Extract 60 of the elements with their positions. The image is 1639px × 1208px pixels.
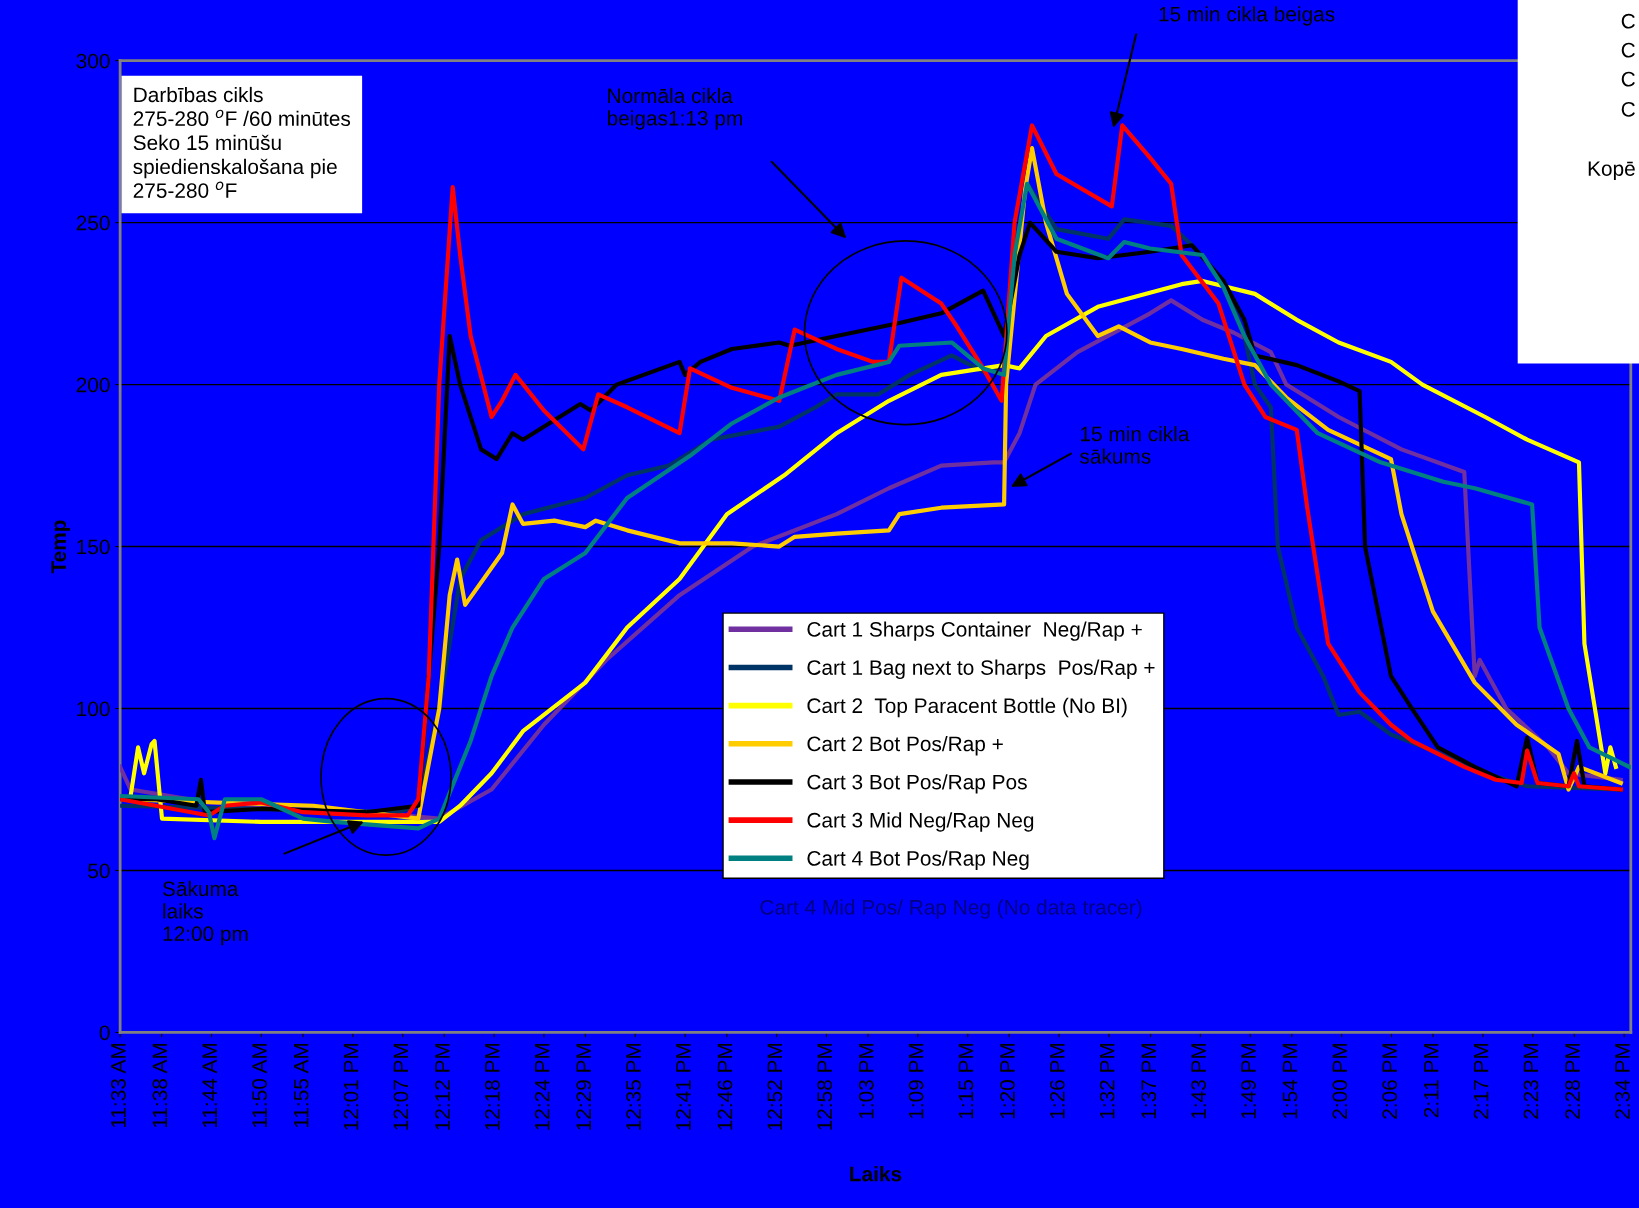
- annotation: Cart 4 Mid Pos/ Rap Neg (No data tracer): [760, 899, 1142, 919]
- x-tick-label: 12:52 PM: [767, 1043, 783, 1130]
- x-tick-label: 12:29 PM: [576, 1043, 592, 1130]
- x-tick-label: 12:58 PM: [817, 1043, 833, 1130]
- text: 15 min cikla beigas: [1159, 6, 1335, 26]
- x-tick-label: 1:49 PM: [1241, 1043, 1256, 1119]
- x-tick-label: 12:24 PM: [534, 1043, 550, 1130]
- x-tick-label: 2:17 PM: [1473, 1043, 1489, 1119]
- x-tick-label: 1:03 PM: [858, 1043, 874, 1119]
- x-tick-label: 11:38 AM: [152, 1043, 168, 1128]
- annotation: 15 min cikla sākums: [1079, 426, 1190, 464]
- annotation: Sākuma laiks 12:00 pm: [162, 880, 248, 946]
- annotation: C: [1621, 71, 1635, 87]
- y-tick-label: 200: [76, 377, 110, 393]
- y-tick-label: 300: [76, 53, 110, 69]
- x-tick-label: 1:09 PM: [908, 1043, 924, 1119]
- x-tick-label: 2:11 PM: [1423, 1043, 1439, 1118]
- x-tick-label: 2:28 PM: [1565, 1043, 1580, 1119]
- text: Darbības cikls 275-280 $^{o}$F /60 minūtes Seko 15 minūšu spiedienskalošana pie 275-280 $^{o}$F: [133, 86, 351, 198]
- annotation: C: [1621, 101, 1635, 117]
- x-tick-label: 1:54 PM: [1282, 1043, 1298, 1119]
- legend-label: Cart 3 Bot Pos/Rap Pos: [807, 774, 1027, 794]
- legend-label: Cart 4 Bot Pos/Rap Neg: [807, 850, 1029, 870]
- x-tick-label: 12:12 PM: [435, 1043, 450, 1130]
- x-tick-label: 11:55 AM: [294, 1043, 309, 1128]
- x-tick-label: 11:50 AM: [252, 1043, 267, 1128]
- x-tick-label: 12:35 PM: [626, 1043, 641, 1130]
- y-axis-title: Temp: [51, 520, 71, 574]
- text: C: [1621, 13, 1635, 29]
- x-tick-label: 2:23 PM: [1523, 1043, 1539, 1119]
- y-tick-label: 100: [77, 701, 110, 717]
- text: C: [1621, 42, 1635, 58]
- x-tick-label: 12:41 PM: [676, 1043, 691, 1130]
- annotation: Normāla cikla beigas1:13 pm: [607, 87, 742, 130]
- x-tick-label: 2:06 PM: [1382, 1043, 1398, 1119]
- x-tick-label: 2:34 PM: [1615, 1043, 1630, 1119]
- y-tick-label: 250: [76, 215, 110, 231]
- x-tick-label: 12:01 PM: [343, 1043, 359, 1130]
- annotation: Kopē: [1588, 161, 1635, 181]
- y-tick-label: 0: [99, 1025, 110, 1041]
- x-tick-label: 1:15 PM: [958, 1043, 974, 1119]
- legend-label: Cart 2 Top Paracent Bottle (No BI): [807, 697, 1127, 718]
- x-tick-label: 2:00 PM: [1332, 1043, 1348, 1119]
- y-tick-label: 150: [77, 539, 110, 555]
- x-tick-label: 11:33 AM: [110, 1043, 126, 1128]
- x-tick-label: 12:07 PM: [393, 1043, 409, 1130]
- x-axis-title: Laiks: [850, 1166, 902, 1182]
- x-tick-label: 1:43 PM: [1191, 1043, 1206, 1119]
- x-tick-label: 1:32 PM: [1099, 1043, 1115, 1119]
- x-tick-label: 12:46 PM: [717, 1043, 733, 1130]
- x-tick-label: 12:18 PM: [484, 1043, 500, 1130]
- x-tick-label: 1:26 PM: [1049, 1043, 1065, 1119]
- legend-label: Cart 3 Mid Neg/Rap Neg: [807, 812, 1034, 832]
- legend-label: Cart 1 Bag next to Sharps Pos/Rap +: [807, 659, 1155, 680]
- y-tick-label: 50: [88, 863, 110, 879]
- x-tick-label: 1:20 PM: [1000, 1043, 1015, 1119]
- x-tick-label: 1:37 PM: [1141, 1043, 1157, 1119]
- legend-label: Cart 1 Sharps Container Neg/Rap +: [807, 621, 1142, 641]
- legend-label: Cart 2 Bot Pos/Rap +: [807, 735, 1003, 756]
- x-tick-label: 11:44 AM: [202, 1043, 217, 1128]
